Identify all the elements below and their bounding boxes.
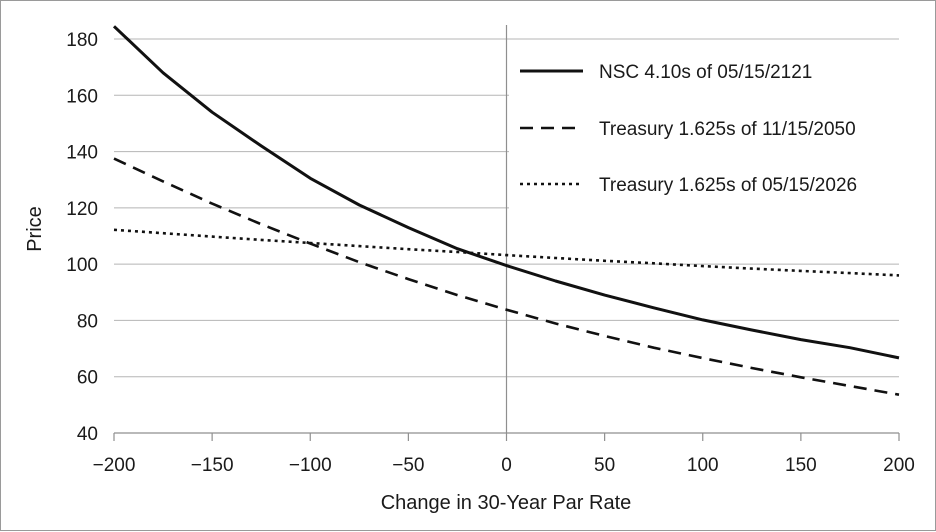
x-tick-label: −150 [191,455,234,476]
x-tick-label: −100 [289,455,332,476]
legend-label: Treasury 1.625s of 05/15/2026 [599,175,857,196]
y-axis-title: Price [24,206,46,252]
legend-background [509,41,901,211]
legend-label: NSC 4.10s of 05/15/2121 [599,62,812,83]
y-tick-label: 160 [66,86,98,107]
x-tick-label: 100 [687,455,719,476]
legend: NSC 4.10s of 05/15/2121 Treasury 1.625s o… [520,62,857,196]
y-tick-label: 80 [77,311,98,332]
y-tick-label: 60 [77,368,98,389]
y-tick-label: 140 [66,143,98,164]
legend-label: Treasury 1.625s of 11/15/2050 [599,119,856,140]
y-tick-label: 40 [77,424,98,445]
x-axis-title: Change in 30-Year Par Rate [381,492,632,514]
x-tick-label: −50 [392,455,424,476]
x-tick-label: −200 [93,455,136,476]
series-line-dashed [113,157,900,396]
series-layer [112,25,900,396]
x-tick-label: 150 [785,455,817,476]
x-tick-label: 50 [594,455,615,476]
tick-layer: −200 −150 −100 −50 0 50 100 150 200 40 60 80 100 120 1… [66,30,915,476]
series-line-solid [112,25,900,360]
y-tick-label: 180 [66,30,98,51]
series-line-dotted [113,228,900,277]
y-tick-label: 100 [66,255,98,276]
y-tick-label: 120 [66,199,98,220]
x-tick-label: 200 [883,455,915,476]
x-tick-label: 0 [501,455,512,476]
